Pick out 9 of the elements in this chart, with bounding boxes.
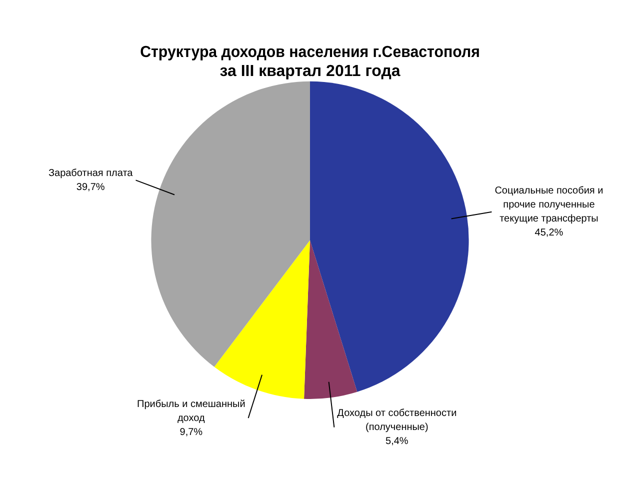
data-label: 45,2%	[534, 228, 564, 239]
slice-label: Доходы от собственности (полученные)	[337, 408, 457, 434]
data-label: 39,7%	[76, 182, 105, 193]
slice-label: Социальные пособия и прочие полученные текущие трансферты	[494, 186, 604, 225]
slice-label: Прибыль и смешанный доход	[137, 398, 246, 424]
data-label: 9,7%	[180, 426, 203, 438]
slice-label: Заработная плата	[48, 168, 134, 179]
chart-title: Структура доходов населения г.Севастополя за III квартал 2011 года	[140, 44, 480, 80]
data-label: 5,4%	[386, 436, 408, 448]
